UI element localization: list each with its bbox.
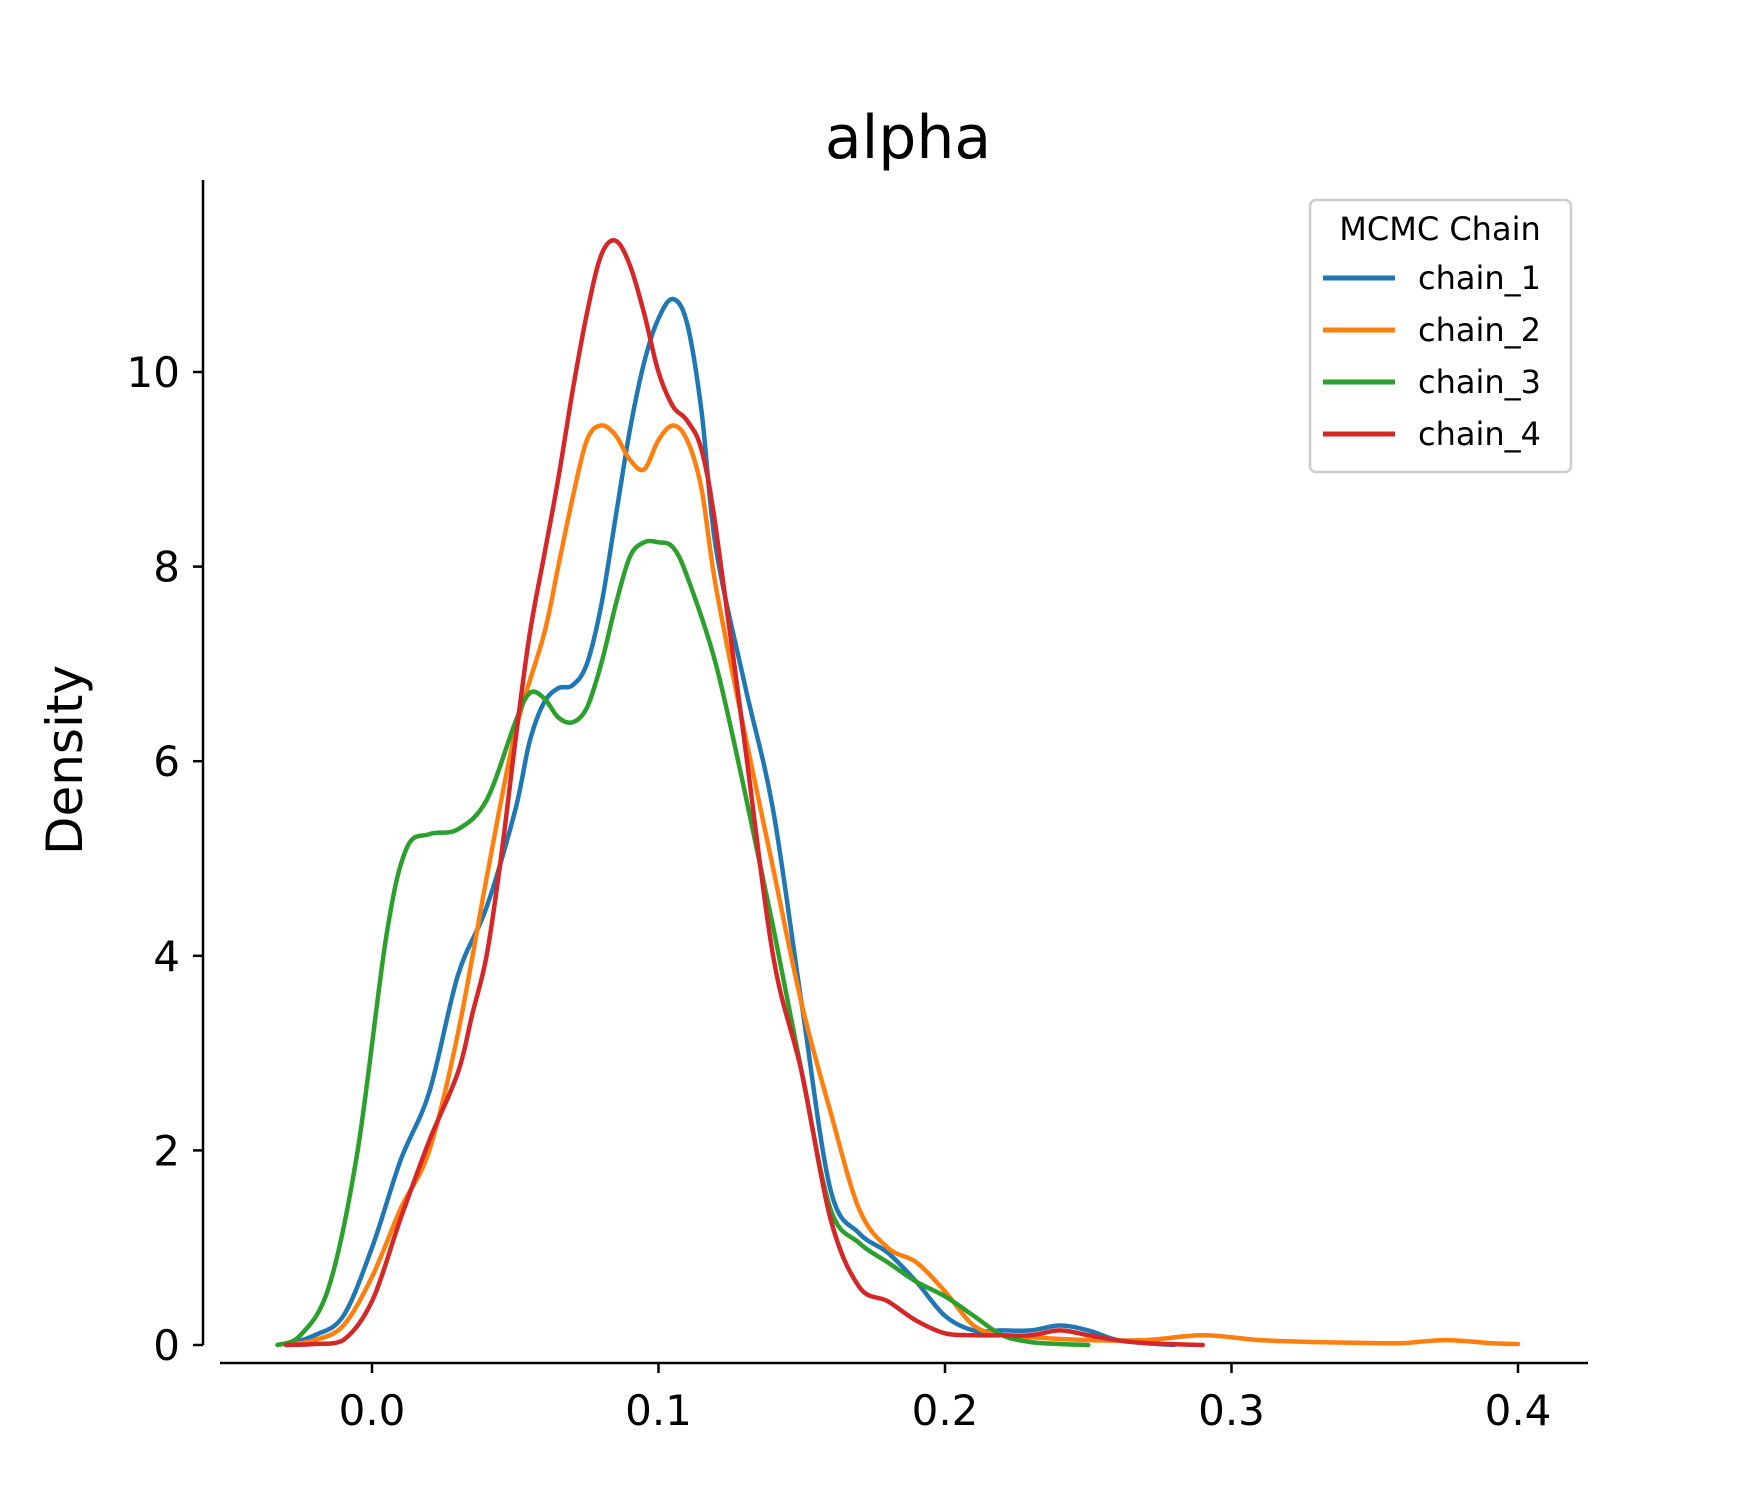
y-axis-label: Density — [36, 665, 94, 855]
x-tick-label: 0.0 — [339, 1386, 406, 1435]
series-line-chain-1 — [283, 296, 1177, 1348]
y-tick-label: 8 — [153, 543, 180, 592]
legend-label: chain_1 — [1418, 259, 1541, 297]
legend-label: chain_2 — [1418, 311, 1541, 349]
legend-title: MCMC Chain — [1339, 210, 1540, 248]
x-ticks: 0.0 0.1 0.2 0.3 0.4 — [339, 1363, 1552, 1435]
y-tick-label: 6 — [153, 737, 180, 786]
legend: MCMC Chain chain_1 chain_2 chain_3 chain_4 — [1308, 198, 1573, 474]
legend-label: chain_3 — [1418, 363, 1541, 401]
x-tick-label: 0.1 — [625, 1386, 692, 1435]
legend-entries: chain_1 chain_2 chain_3 chain_4 — [1323, 259, 1541, 453]
y-tick-label: 2 — [153, 1126, 180, 1175]
y-tick-label: 10 — [127, 348, 180, 397]
y-ticks: 0 2 4 6 8 10 — [127, 348, 203, 1370]
series-line-chain-3 — [275, 538, 1091, 1348]
legend-label: chain_4 — [1418, 415, 1541, 453]
legend-box — [1308, 198, 1573, 474]
chart-title: alpha — [825, 103, 991, 173]
y-tick-label: 4 — [153, 932, 180, 981]
series-lines — [275, 238, 1521, 1348]
x-tick-label: 0.2 — [912, 1386, 979, 1435]
series-line-chain-2 — [283, 423, 1521, 1348]
x-tick-label: 0.4 — [1485, 1386, 1552, 1435]
y-tick-label: 0 — [153, 1321, 180, 1370]
x-tick-label: 0.3 — [1198, 1386, 1265, 1435]
series-line-chain-4 — [283, 238, 1206, 1348]
